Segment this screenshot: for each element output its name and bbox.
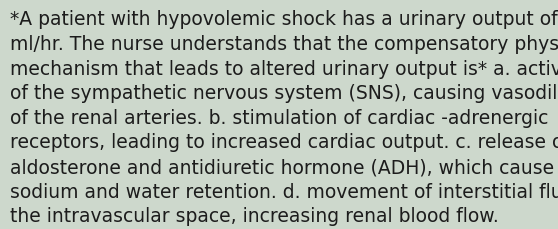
Text: mechanism that leads to altered urinary output is* a. activation: mechanism that leads to altered urinary … — [10, 59, 558, 78]
Text: sodium and water retention. d. movement of interstitial fluid to: sodium and water retention. d. movement … — [10, 182, 558, 201]
Text: *A patient with hypovolemic shock has a urinary output of 15: *A patient with hypovolemic shock has a … — [10, 10, 558, 29]
Text: aldosterone and antidiuretic hormone (ADH), which cause: aldosterone and antidiuretic hormone (AD… — [10, 157, 554, 176]
Text: ml/hr. The nurse understands that the compensatory physiologic: ml/hr. The nurse understands that the co… — [10, 35, 558, 54]
Text: of the renal arteries. b. stimulation of cardiac -adrenergic: of the renal arteries. b. stimulation of… — [10, 108, 549, 127]
Text: the intravascular space, increasing renal blood flow.: the intravascular space, increasing rena… — [10, 206, 499, 225]
Text: receptors, leading to increased cardiac output. c. release of: receptors, leading to increased cardiac … — [10, 133, 558, 152]
Text: of the sympathetic nervous system (SNS), causing vasodilation: of the sympathetic nervous system (SNS),… — [10, 84, 558, 103]
